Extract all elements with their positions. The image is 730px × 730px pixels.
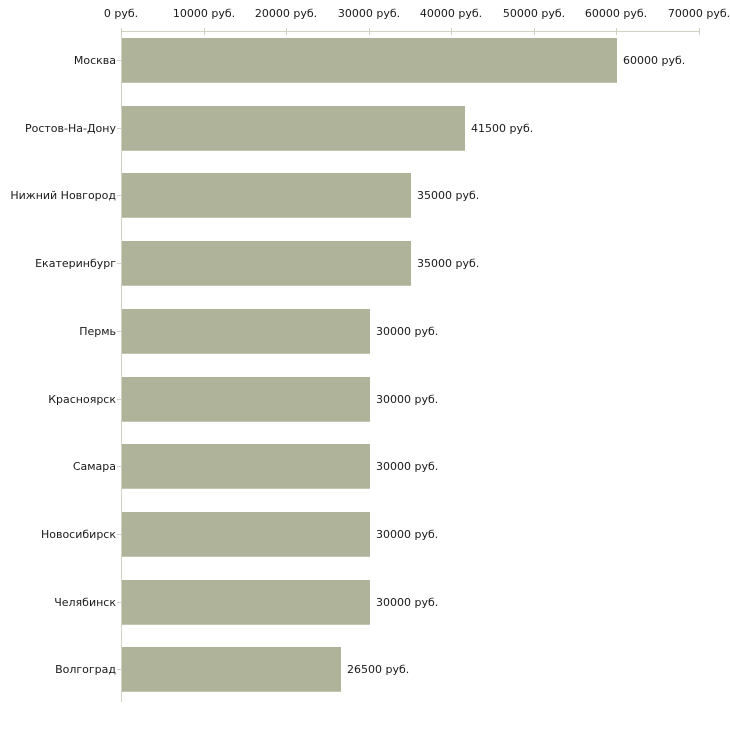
x-axis-tick xyxy=(451,28,452,35)
x-axis-line xyxy=(121,31,699,32)
bar[interactable] xyxy=(122,444,370,489)
bar-row: Москва 60000 руб. xyxy=(74,38,699,83)
y-axis-line xyxy=(121,31,122,702)
x-axis-tick xyxy=(699,28,700,35)
x-axis-tick xyxy=(534,28,535,35)
bar[interactable] xyxy=(122,241,411,286)
bar-row: Красноярск 30000 руб. xyxy=(48,377,699,422)
value-label: 30000 руб. xyxy=(376,393,439,406)
x-axis-tick-label: 40000 руб. xyxy=(419,7,483,20)
y-axis-tick xyxy=(117,466,121,467)
y-axis-tick xyxy=(117,602,121,603)
y-axis-tick xyxy=(117,331,121,332)
category-label: Ростов-На-Дону xyxy=(24,122,116,135)
y-axis-tick xyxy=(117,128,121,129)
x-axis-tick-label: 70000 руб. xyxy=(667,7,730,20)
value-label: 35000 руб. xyxy=(417,257,480,270)
value-label: 60000 руб. xyxy=(623,54,686,67)
value-label: 41500 руб. xyxy=(471,122,534,135)
bar[interactable] xyxy=(122,106,465,151)
category-label: Пермь xyxy=(79,325,116,338)
value-label: 35000 руб. xyxy=(417,189,480,202)
y-axis-tick xyxy=(117,534,121,535)
bar[interactable] xyxy=(122,38,617,83)
value-label: 30000 руб. xyxy=(376,460,439,473)
y-axis-tick xyxy=(117,60,121,61)
x-axis-tick-label: 50000 руб. xyxy=(502,7,566,20)
y-axis-tick xyxy=(117,399,121,400)
plot-area: 0 руб. 10000 руб. 20000 руб. 30000 руб. 4000… xyxy=(10,7,730,702)
y-axis-tick xyxy=(117,669,121,670)
bar-row: Новосибирск 30000 руб. xyxy=(41,512,699,557)
x-axis-tick-label: 60000 руб. xyxy=(584,7,648,20)
bar-row: Екатеринбург 35000 руб. xyxy=(35,241,699,286)
category-label: Челябинск xyxy=(54,596,116,609)
bar-row: Пермь 30000 руб. xyxy=(79,309,699,354)
bar[interactable] xyxy=(122,512,370,557)
bar-row: Волгоград 26500 руб. xyxy=(55,647,699,692)
bar-row: Ростов-На-Дону 41500 руб. xyxy=(25,106,699,151)
y-axis-tick xyxy=(117,263,121,264)
category-label: Нижний Новгород xyxy=(10,189,116,202)
x-axis-tick-label: 30000 руб. xyxy=(337,7,401,20)
category-label: Волгоград xyxy=(55,663,116,676)
x-axis-tick xyxy=(286,28,287,35)
x-axis-tick-label: 0 руб. xyxy=(103,7,139,20)
category-label: Екатеринбург xyxy=(35,257,116,270)
x-axis-tick xyxy=(204,28,205,35)
x-axis-tick xyxy=(369,28,370,35)
value-label: 26500 руб. xyxy=(347,663,410,676)
bar-row: Нижний Новгород 35000 руб. xyxy=(10,173,699,218)
x-axis-tick-label: 20000 руб. xyxy=(254,7,318,20)
category-label: Красноярск xyxy=(48,393,116,406)
x-axis-tick xyxy=(616,28,617,35)
bar-row: Самара 30000 руб. xyxy=(73,444,699,489)
bar[interactable] xyxy=(122,309,370,354)
x-axis-tick xyxy=(121,28,122,35)
value-label: 30000 руб. xyxy=(376,596,439,609)
bar[interactable] xyxy=(122,647,341,692)
value-label: 30000 руб. xyxy=(376,528,439,541)
bar[interactable] xyxy=(122,377,370,422)
y-axis-tick xyxy=(117,195,121,196)
bar-row: Челябинск 30000 руб. xyxy=(54,580,699,625)
x-axis-tick-label: 10000 руб. xyxy=(172,7,236,20)
category-label: Самара xyxy=(72,460,116,473)
value-label: 30000 руб. xyxy=(376,325,439,338)
bar[interactable] xyxy=(122,580,370,625)
bar[interactable] xyxy=(122,173,411,218)
category-label: Москва xyxy=(73,54,116,67)
category-label: Новосибирск xyxy=(40,528,116,541)
